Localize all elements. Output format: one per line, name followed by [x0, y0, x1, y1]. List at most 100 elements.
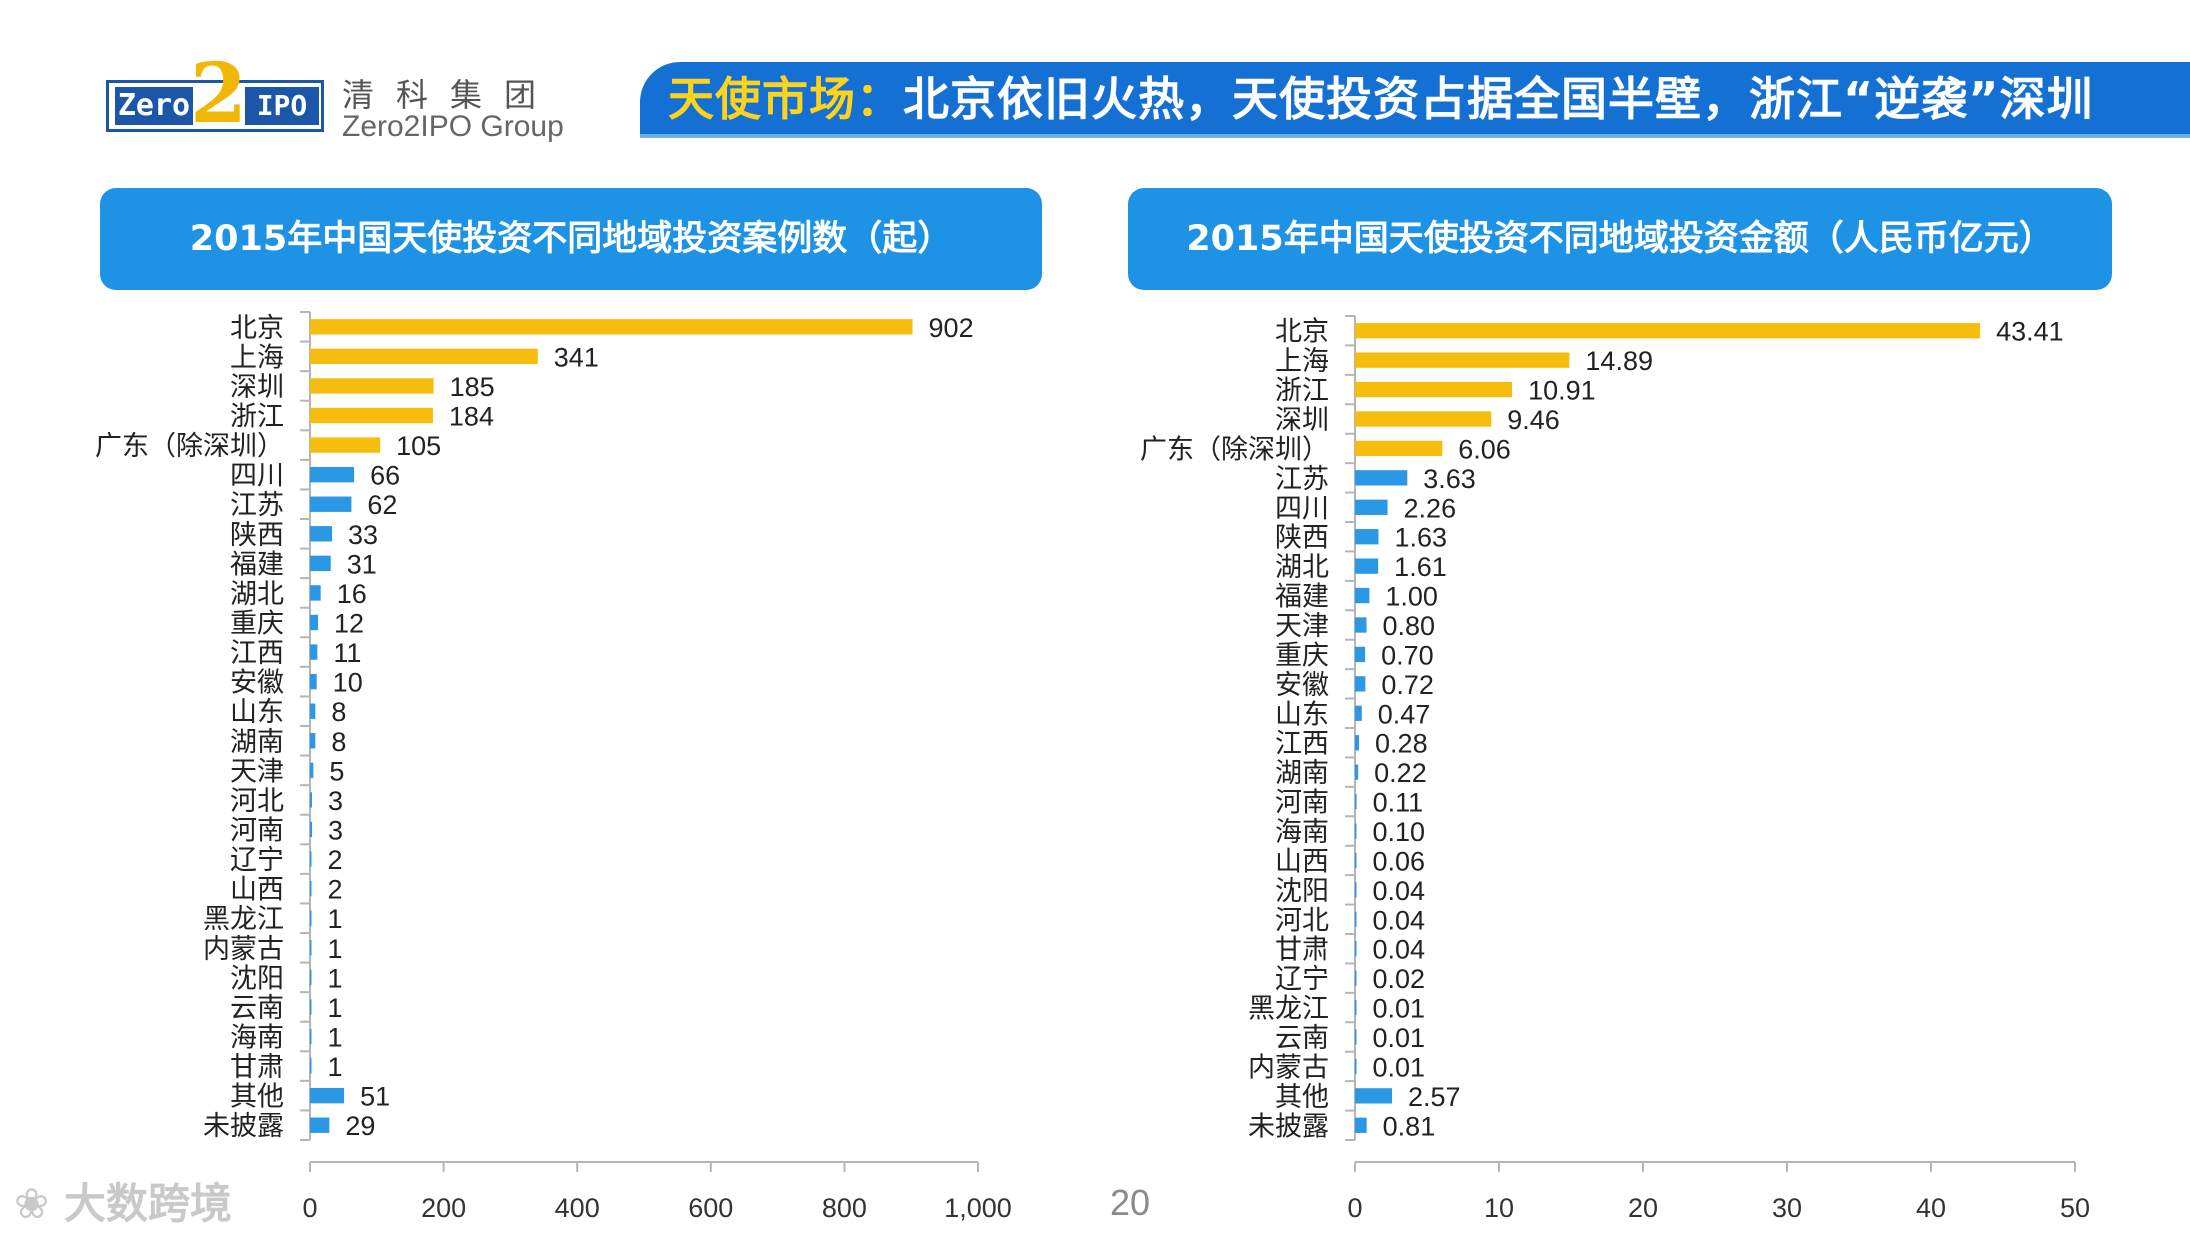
bar: [1355, 676, 1366, 692]
x-tick-label: 20: [1628, 1193, 1658, 1223]
x-tick-label: 800: [822, 1193, 867, 1223]
data-label: 9.46: [1507, 405, 1560, 435]
data-label: 0.04: [1373, 905, 1426, 935]
category-label: 黑龙江: [1248, 994, 1329, 1025]
category-label: 深圳: [1275, 405, 1329, 436]
bar: [310, 999, 312, 1015]
category-label: 黑龙江: [203, 904, 284, 935]
category-label: 河南: [1275, 788, 1329, 819]
watermark: ❀ 大数跨境: [14, 1170, 232, 1231]
bar: [1355, 617, 1367, 633]
bar: [1355, 793, 1357, 810]
data-label: 0.06: [1373, 846, 1426, 876]
watermark-text: 大数跨境: [63, 1179, 232, 1228]
x-tick-label: 1,000: [944, 1193, 1012, 1223]
logo-chinese-name: 清科集团: [342, 76, 559, 114]
category-label: 辽宁: [230, 845, 284, 876]
bar: [1355, 1058, 1357, 1075]
x-tick-label: 600: [688, 1193, 733, 1223]
category-label: 天津: [230, 756, 284, 787]
data-label: 0.81: [1383, 1111, 1436, 1141]
category-label: 山西: [1275, 846, 1329, 877]
data-label: 1.00: [1385, 582, 1438, 612]
data-label: 10.91: [1528, 376, 1596, 406]
category-label: 陕西: [1275, 523, 1329, 554]
chart-title-investment-amount: 2015年中国天使投资不同地域投资金额（人民币亿元）: [1128, 188, 2112, 290]
chart-title-case-count: 2015年中国天使投资不同地域投资案例数（起）: [100, 188, 1042, 290]
data-label: 0.22: [1374, 758, 1427, 788]
x-tick-label: 0: [302, 1193, 317, 1223]
category-label: 甘肃: [230, 1052, 284, 1083]
bar: [310, 821, 313, 838]
category-label: 福建: [1275, 582, 1329, 613]
category-label: 山西: [230, 875, 284, 906]
category-label: 北京: [230, 313, 284, 344]
bar: [310, 644, 318, 660]
data-label: 1: [328, 963, 343, 993]
bar: [310, 910, 312, 926]
data-label: 43.41: [1996, 317, 2064, 347]
data-label: 1: [328, 993, 343, 1023]
category-label: 广东（除深圳）: [1140, 434, 1329, 465]
data-label: 0.04: [1373, 935, 1426, 965]
data-label: 0.11: [1373, 788, 1424, 818]
category-label: 河南: [230, 816, 284, 847]
category-label: 陕西: [230, 520, 284, 551]
category-label: 广东（除深圳）: [95, 431, 284, 462]
bar: [1355, 911, 1357, 927]
category-label: 江苏: [1275, 464, 1329, 495]
page-number: 20: [1110, 1182, 1151, 1223]
data-label: 3: [328, 816, 343, 846]
bar: [1355, 970, 1357, 986]
category-label: 重庆: [230, 609, 284, 640]
zero2ipo-logo: Zero IPO 2 清科集团 Zero2IPO Group: [106, 52, 566, 150]
category-label: 安徽: [230, 668, 284, 699]
data-label: 16: [337, 579, 367, 609]
bar: [310, 1058, 312, 1074]
category-label: 海南: [230, 1023, 284, 1054]
bar: [1355, 411, 1492, 427]
bar: [310, 437, 381, 453]
x-tick-label: 40: [1916, 1193, 1946, 1223]
bar: [310, 1028, 312, 1045]
data-label: 2.57: [1408, 1082, 1461, 1112]
category-label: 湖北: [1275, 552, 1329, 583]
bar: [310, 762, 314, 779]
page-headline: 天使市场：北京依旧火热，天使投资占据全国半壁，浙江“逆袭”深圳: [668, 66, 2093, 132]
bar: [1355, 1029, 1357, 1045]
data-label: 14.89: [1585, 346, 1653, 376]
watermark-logo-icon: ❀: [14, 1179, 50, 1228]
data-label: 902: [929, 313, 974, 343]
data-label: 1: [328, 904, 343, 934]
headline-highlight: 天使市场：: [668, 72, 903, 126]
category-label: 上海: [230, 342, 284, 373]
logo-two-text: 2: [190, 46, 248, 142]
bar: [310, 526, 333, 542]
data-label: 0.70: [1381, 640, 1434, 670]
category-label: 深圳: [230, 372, 284, 403]
bar: [310, 851, 312, 867]
x-tick-label: 30: [1772, 1193, 1802, 1223]
category-label: 内蒙古: [1248, 1052, 1329, 1083]
bar: [310, 319, 913, 335]
category-label: 湖南: [1275, 758, 1329, 789]
bar: [1355, 558, 1379, 574]
data-label: 0.47: [1378, 699, 1431, 729]
bar: [1355, 764, 1359, 780]
bar: [1355, 440, 1443, 457]
data-label: 0.01: [1373, 994, 1426, 1024]
data-label: 33: [348, 520, 378, 550]
category-label: 重庆: [1275, 640, 1329, 671]
category-label: 江西: [230, 638, 284, 669]
data-label: 105: [396, 431, 441, 461]
bar: [1355, 999, 1357, 1016]
data-label: 0.01: [1373, 1023, 1426, 1053]
data-label: 184: [449, 402, 494, 432]
data-label: 3: [328, 786, 343, 816]
data-label: 10: [333, 668, 363, 698]
data-label: 0.10: [1373, 817, 1426, 847]
bar: [1355, 823, 1357, 839]
bar: [310, 1117, 330, 1133]
data-label: 185: [450, 372, 495, 402]
